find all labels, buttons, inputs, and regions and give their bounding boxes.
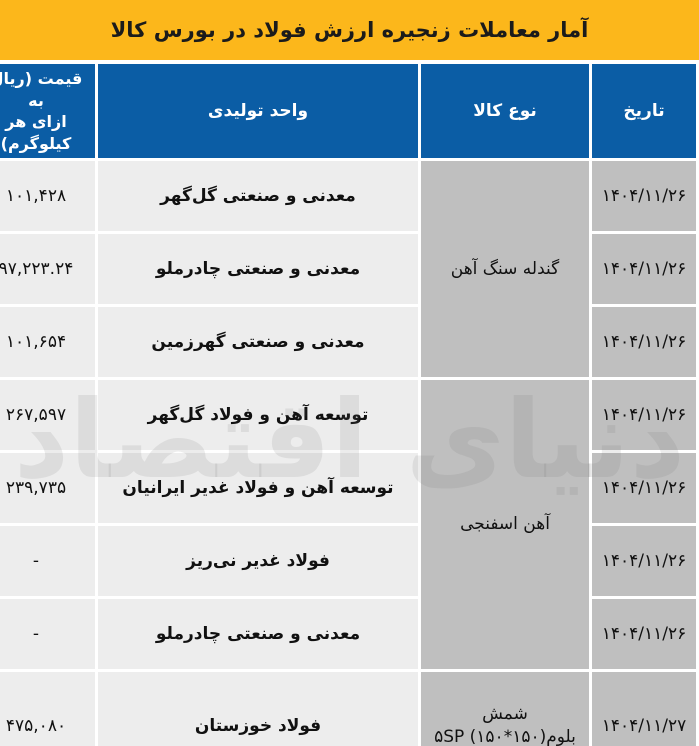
header-row: تاریخ نوع کالا واحد تولیدی قیمت (ریال به…: [0, 64, 696, 159]
cell-producer-unit: توسعه آهن و فولاد گل‌گهر: [98, 380, 418, 451]
cell-price: ۲۳۹,۷۳۵: [0, 453, 95, 524]
cell-producer-unit: معدنی و صنعتی چادرملو: [98, 234, 418, 305]
column-header-date: تاریخ: [592, 64, 696, 159]
cell-date: ۱۴۰۴/۱۱/۲۶: [592, 599, 696, 670]
cell-date: ۱۴۰۴/۱۱/۲۶: [592, 307, 696, 378]
column-header-unit: واحد تولیدی: [98, 64, 418, 159]
cell-date: ۱۴۰۴/۱۱/۲۶: [592, 526, 696, 597]
cell-product-type: شمش بلوم(۱۵۰*۱۵۰) ۵SP: [421, 672, 589, 746]
cell-price: ۱۰۱,۴۲۸: [0, 161, 95, 232]
cell-producer-unit: معدنی و صنعتی گل‌گهر: [98, 161, 418, 232]
cell-producer-unit: فولاد غدیر نی‌ریز: [98, 526, 418, 597]
cell-price: ۲۶۷,۵۹۷: [0, 380, 95, 451]
cell-product-type: گندله سنگ آهن: [421, 161, 589, 378]
cell-date: ۱۴۰۴/۱۱/۲۶: [592, 234, 696, 305]
cell-producer-unit: فولاد خوزستان: [98, 672, 418, 746]
cell-date: ۱۴۰۴/۱۱/۲۷: [592, 672, 696, 746]
table-row: ۱۴۰۴/۱۱/۲۶ گندله سنگ آهن معدنی و صنعتی گل‌…: [0, 161, 696, 378]
table-body: ۱۴۰۴/۱۱/۲۶ گندله سنگ آهن معدنی و صنعتی گل‌…: [0, 161, 696, 746]
column-header-price-line2: ازای هر کیلوگرم): [0, 112, 72, 153]
cell-producer-unit: معدنی و صنعتی گهرزمین: [98, 307, 418, 378]
column-header-price: قیمت (ریال به ازای هر کیلوگرم): [0, 64, 95, 159]
cell-producer-unit: توسعه آهن و فولاد غدیر ایرانیان: [98, 453, 418, 524]
steel-price-table: تاریخ نوع کالا واحد تولیدی قیمت (ریال به…: [0, 61, 699, 746]
table-row: ۱۴۰۴/۱۱/۲۶ توسعه آهن و فولاد غدیر ایرانیا…: [0, 453, 696, 524]
table-row: ۱۴۰۴/۱۱/۲۶ معدنی و صنعتی چادرملو ۹۷,۲۲۳.۲۴…: [0, 234, 696, 305]
cell-date: ۱۴۰۴/۱۱/۲۶: [592, 453, 696, 524]
cell-producer-unit: معدنی و صنعتی چادرملو: [98, 599, 418, 670]
cell-product-type: آهن اسفنجی: [421, 380, 589, 670]
cell-price: ۱۰۱,۶۵۴: [0, 307, 95, 378]
cell-date: ۱۴۰۴/۱۱/۲۶: [592, 161, 696, 232]
cell-price: ۴۷۵,۰۸۰: [0, 672, 95, 746]
column-header-price-line1: قیمت (ریال به: [0, 69, 83, 110]
page-title: آمار معاملات زنجیره ارزش فولاد در بورس ک…: [110, 18, 589, 42]
table-row: ۱۴۰۴/۱۱/۲۷ شمش بلوم(۱۵۰*۱۵۰) ۵SP فولاد خوز…: [0, 672, 696, 746]
cell-date: ۱۴۰۴/۱۱/۲۶: [592, 380, 696, 451]
table-header: تاریخ نوع کالا واحد تولیدی قیمت (ریال به…: [0, 64, 696, 159]
cell-price: -: [0, 599, 95, 670]
cell-price: -: [0, 526, 95, 597]
table-row: ۱۴۰۴/۱۱/۲۶ آهن اسفنجی توسعه آهن و فولاد گل…: [0, 380, 696, 670]
title-banner: آمار معاملات زنجیره ارزش فولاد در بورس ک…: [0, 0, 699, 60]
cell-price: ۹۷,۲۲۳.۲۴: [0, 234, 95, 305]
column-header-type: نوع کالا: [421, 64, 589, 159]
